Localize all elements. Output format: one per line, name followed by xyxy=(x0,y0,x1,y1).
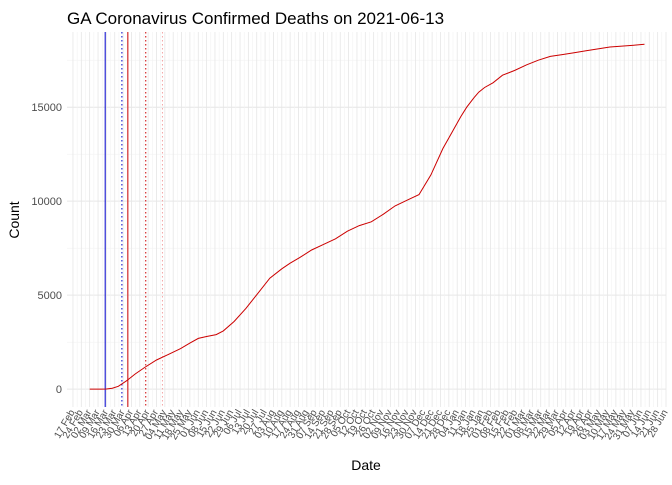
vertical-markers xyxy=(104,32,163,407)
chart-title: GA Coronavirus Confirmed Deaths on 2021-… xyxy=(67,9,444,28)
y-tick-label: 10000 xyxy=(31,196,62,208)
y-tick-label: 15000 xyxy=(31,102,62,114)
x-axis-label: Date xyxy=(351,457,381,473)
y-tick-label: 5000 xyxy=(38,290,62,302)
grid-layer xyxy=(67,32,667,407)
series-line-confirmed-deaths xyxy=(89,43,645,390)
y-axis-ticks: 0 5000 10000 15000 xyxy=(31,102,62,396)
y-axis-label: Count xyxy=(6,201,22,238)
series-layer xyxy=(89,43,645,390)
y-tick-label: 0 xyxy=(56,384,62,396)
